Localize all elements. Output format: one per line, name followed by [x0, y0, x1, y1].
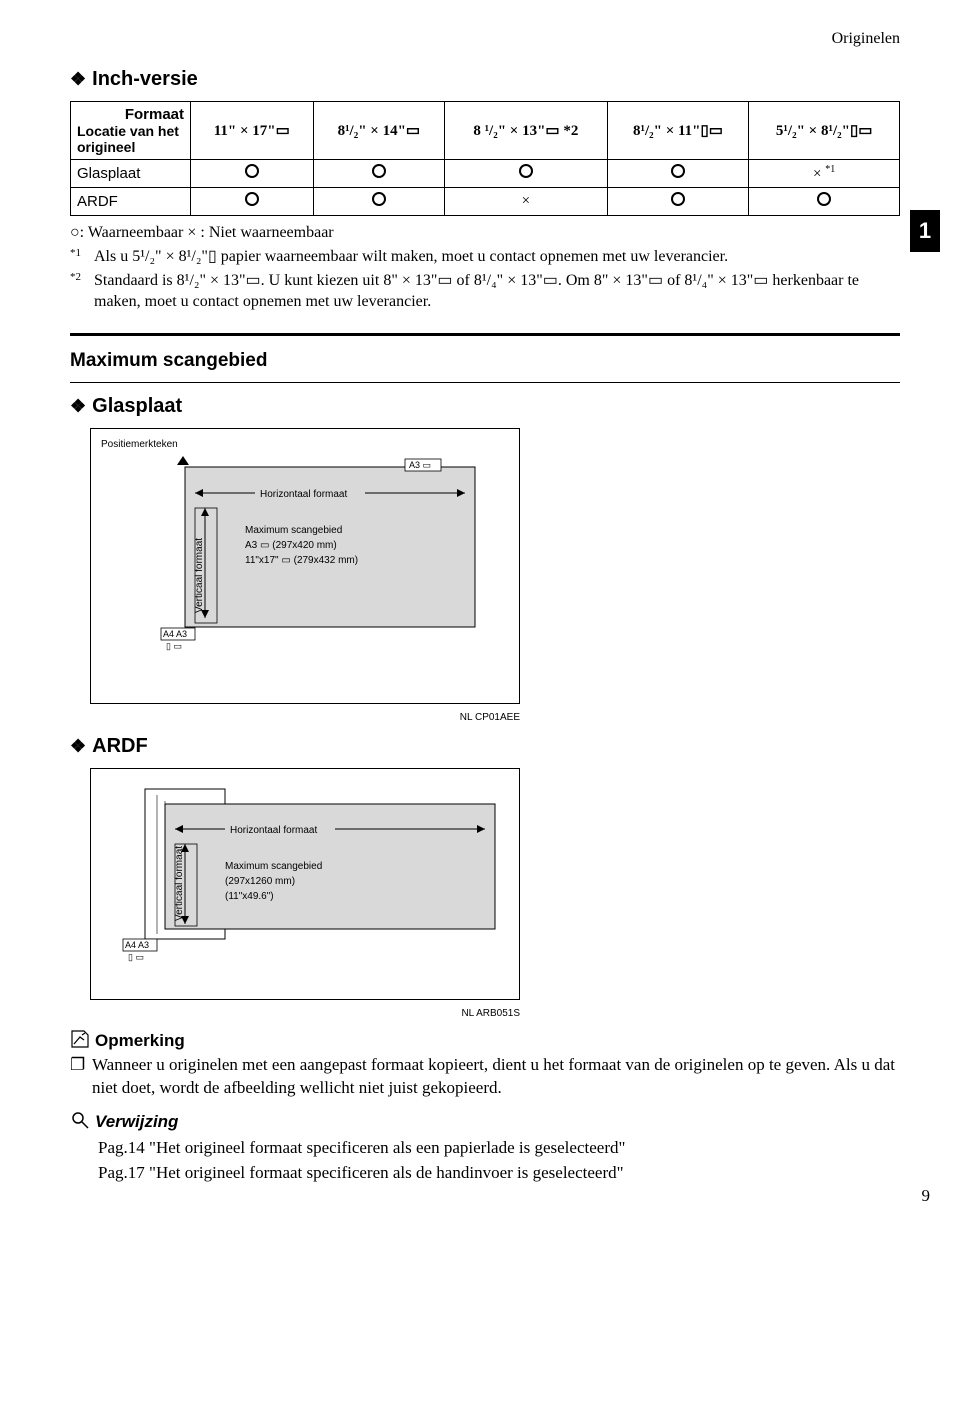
footnote-num: *1 — [70, 246, 86, 268]
table-col-1: 8¹/₂" × 14"▭ — [313, 102, 445, 160]
section-maximum-scangebied: Maximum scangebied — [70, 350, 900, 372]
circle-icon — [671, 164, 685, 178]
footnotes: *1 Als u 5¹/₂" × 8¹/₂"▯ papier waarneemb… — [70, 246, 900, 313]
cell: × — [445, 188, 607, 216]
ardf-tag-a4a3: A4 A3 — [125, 940, 149, 950]
ardf-h-label: Horizontaal formaat — [230, 825, 317, 836]
opmerking-block: Opmerking ❐ Wanneer u originelen met een… — [70, 1029, 900, 1100]
cell — [607, 160, 749, 188]
diagram-tag-a4a3-sub: ▯ ▭ — [166, 641, 182, 651]
circle-icon — [817, 192, 831, 206]
ardf-area-line1: (297x1260 mm) — [225, 876, 295, 887]
ardf-tag-a4a3-sub: ▯ ▭ — [128, 952, 144, 962]
diagram-tag-a3: A3 ▭ — [409, 460, 431, 470]
ardf-area-line2: (11"x49.6") — [225, 891, 274, 902]
diagram-area-line2: 11"x17" ▭ (279x432 mm) — [245, 555, 358, 566]
table-col-3: 8¹/₂" × 11"▯▭ — [607, 102, 749, 160]
opmerking-title: Opmerking — [95, 1031, 185, 1051]
circle-icon — [372, 192, 386, 206]
divider-thick — [70, 333, 900, 336]
cell — [191, 188, 314, 216]
diamond-icon: ❖ — [70, 69, 86, 90]
table-row: ARDF × — [71, 188, 900, 216]
footnote-text: Standaard is 8¹/₂" × 13"▭. U kunt kiezen… — [94, 270, 900, 313]
section-ardf-label: ARDF — [92, 735, 148, 758]
section-inch-versie-label: Inch-versie — [92, 68, 198, 91]
note-icon — [70, 1029, 90, 1054]
circle-icon — [245, 164, 259, 178]
circle-icon — [372, 164, 386, 178]
table-col-2: 8 ¹/₂" × 13"▭ *2 — [445, 102, 607, 160]
section-glasplaat-label: Glasplaat — [92, 395, 182, 418]
chapter-tab: 1 — [910, 210, 940, 252]
diagram-area-line1: A3 ▭ (297x420 mm) — [245, 540, 337, 551]
table-col-4: 5¹/₂" × 8¹/₂"▯▭ — [749, 102, 900, 160]
format-table: Formaat Locatie van het origineel 11" × … — [70, 101, 900, 216]
table-row: Glasplaat × *1 — [71, 160, 900, 188]
row-glasplaat-label: Glasplaat — [71, 160, 191, 188]
footnote-text: Als u 5¹/₂" × 8¹/₂"▯ papier waarneembaar… — [94, 246, 728, 268]
circle-icon — [245, 192, 259, 206]
verwijzing-block: Verwijzing Pag.14 "Het origineel formaat… — [70, 1110, 900, 1186]
opmerking-text: Wanneer u originelen met een aangepast f… — [92, 1054, 900, 1100]
page-number: 9 — [922, 1186, 931, 1206]
cell — [313, 160, 445, 188]
divider-thin — [70, 382, 900, 383]
verwijzing-line-2: Pag.17 "Het origineel formaat specificer… — [98, 1160, 900, 1186]
footnote-num: *2 — [70, 270, 86, 313]
ardf-fig-code: NL ARB051S — [90, 1008, 520, 1019]
section-glasplaat: ❖ Glasplaat — [70, 395, 900, 418]
square-bullet-icon: ❐ — [70, 1054, 86, 1100]
glasplaat-diagram: Positiemerkteken A3 ▭ A4 A3 ▯ ▭ — [90, 428, 520, 704]
cell — [313, 188, 445, 216]
diamond-icon: ❖ — [70, 736, 86, 757]
cell: × *1 — [749, 160, 900, 188]
cross-icon: × *1 — [813, 166, 835, 182]
section-inch-versie: ❖ Inch-versie — [70, 68, 900, 91]
circle-icon — [671, 192, 685, 206]
diagram-h-label: Horizontaal formaat — [260, 489, 347, 500]
table-legend: ○: Waarneembaar × : Niet waarneembaar — [70, 224, 900, 242]
diagram-v-label: Verticaal formaat — [194, 538, 205, 613]
circle-icon — [519, 164, 533, 178]
pos-label: Positiemerkteken — [101, 439, 509, 450]
verwijzing-line-1: Pag.14 "Het origineel formaat specificer… — [98, 1135, 900, 1161]
page-header: Originelen — [70, 30, 900, 48]
diamond-icon: ❖ — [70, 396, 86, 417]
row-ardf-label: ARDF — [71, 188, 191, 216]
diagram-area-title: Maximum scangebied — [245, 525, 342, 536]
table-format-label: Formaat — [77, 106, 184, 123]
ardf-area-title: Maximum scangebied — [225, 861, 322, 872]
ardf-v-label: Verticaal formaat — [174, 846, 185, 921]
verwijzing-title: Verwijzing — [95, 1112, 178, 1132]
ardf-diagram: Horizontaal formaat Verticaal formaat Ma… — [90, 768, 520, 1000]
cell — [607, 188, 749, 216]
table-row-label: Locatie van het origineel — [77, 123, 184, 155]
table-col-0: 11" × 17"▭ — [191, 102, 314, 160]
cell — [445, 160, 607, 188]
glasplaat-fig-code: NL CP01AEE — [90, 712, 520, 723]
reference-icon — [70, 1110, 90, 1135]
diagram-tag-a4a3: A4 A3 — [163, 629, 187, 639]
section-ardf: ❖ ARDF — [70, 735, 900, 758]
cell — [749, 188, 900, 216]
cell — [191, 160, 314, 188]
cross-icon: × — [522, 193, 530, 209]
